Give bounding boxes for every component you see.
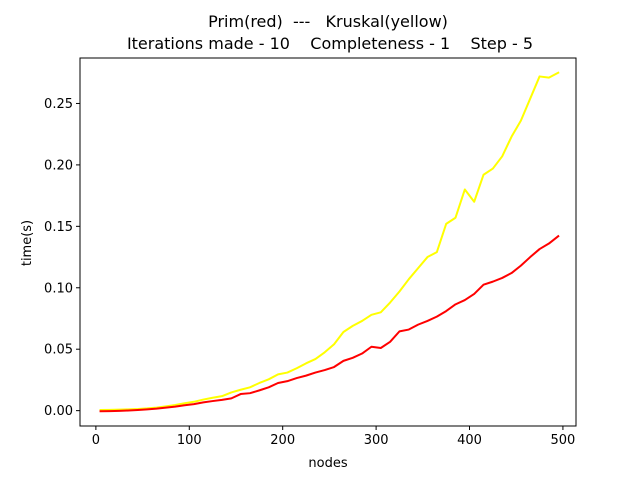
series-line-prim-red [99,234,560,413]
y-tick-label: 0.00 [44,404,73,419]
y-tick-label: 0.05 [44,343,73,358]
y-tick-label: 0.25 [44,97,73,112]
x-tick-label: 300 [364,433,389,448]
x-tick-label: 200 [270,433,295,448]
chart-title-line1: Prim(red) --- Kruskal(yellow) [208,12,448,31]
y-tick-label: 0.20 [44,158,73,173]
y-tick-label: 0.15 [44,220,73,235]
series-line-kruskal-yellow [99,71,560,412]
x-tick-label: 400 [457,433,482,448]
x-tick-label: 0 [92,433,100,448]
axes-frame [79,57,577,427]
x-tick-label: 100 [177,433,202,448]
y-tick-label: 0.10 [44,281,73,296]
y-axis-label: time(s) [20,220,35,266]
chart-title-line2: Iterations made - 10 Completeness - 1 St… [127,34,533,53]
x-axis-label: nodes [308,456,347,471]
plot-area: 0 100 200 300 400 500 0.00 0.05 0.10 0.15 0.20 0.25 [44,57,577,448]
x-tick-label: 500 [551,433,576,448]
